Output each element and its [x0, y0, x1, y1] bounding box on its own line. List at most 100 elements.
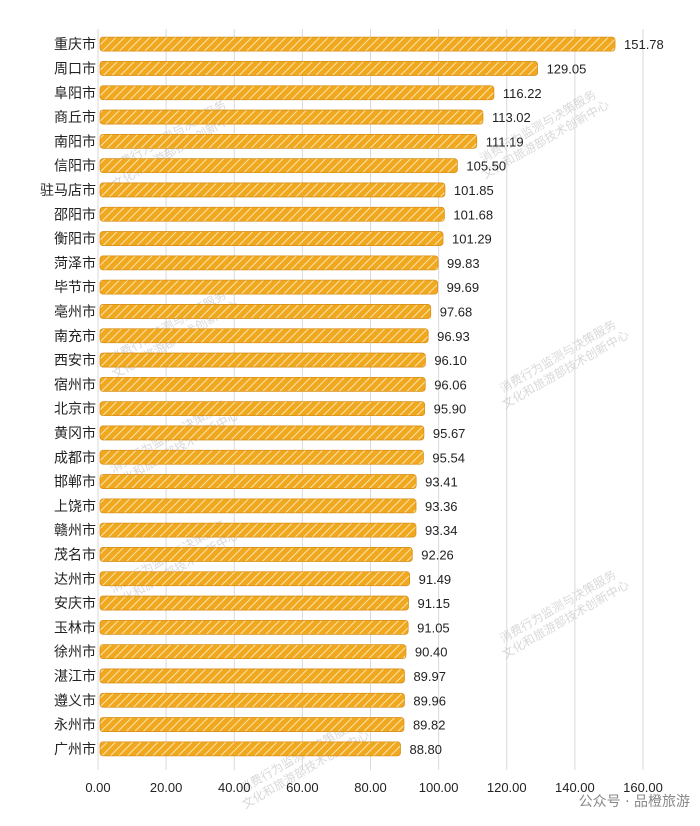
category-label: 徐州市: [54, 644, 96, 661]
category-label: 宿州市: [54, 376, 96, 393]
value-label: 93.36: [425, 499, 458, 514]
bar: [99, 595, 409, 611]
bar: [99, 61, 538, 76]
x-tick-label: 0.00: [85, 780, 110, 795]
bar: [99, 231, 444, 246]
x-tick-label: 20.00: [150, 780, 183, 795]
watermark-text: 文化和旅游部技术创新中心: [239, 727, 371, 812]
bar: [99, 328, 429, 344]
value-label: 90.40: [415, 645, 448, 660]
bar: [99, 717, 405, 732]
value-label: 96.06: [434, 377, 467, 392]
category-label: 衡阳市: [54, 231, 96, 248]
bars: [99, 36, 616, 757]
category-label: 信阳市: [54, 158, 96, 175]
value-label: 151.78: [624, 37, 664, 52]
category-label: 达州市: [54, 571, 96, 588]
value-label: 97.68: [440, 304, 473, 319]
category-label: 周口市: [54, 60, 96, 77]
bar: [99, 36, 616, 52]
category-label: 商丘市: [54, 109, 96, 126]
value-label: 88.80: [409, 742, 442, 757]
x-tick-label: 140.00: [555, 780, 595, 795]
bar: [99, 692, 405, 708]
value-label: 99.83: [447, 256, 480, 271]
category-label: 南充市: [54, 328, 96, 345]
x-tick-label: 100.00: [419, 780, 459, 795]
corner-watermark: 公众号 · 品橙旅游: [579, 794, 690, 810]
category-label: 湛江市: [54, 668, 96, 685]
value-label: 96.10: [434, 353, 467, 368]
value-label: 96.93: [437, 329, 470, 344]
bar: [99, 109, 484, 125]
category-labels: 重庆市周口市阜阳市商丘市南阳市信阳市驻马店市邵阳市衡阳市菏泽市毕节市亳州市南充市…: [40, 36, 96, 758]
bar: [99, 279, 438, 295]
value-label: 93.41: [425, 475, 458, 490]
value-label: 91.49: [419, 572, 452, 587]
category-label: 上饶市: [54, 498, 96, 515]
x-tick-label: 120.00: [487, 780, 527, 795]
category-label: 邯郸市: [54, 474, 96, 491]
category-label: 永州市: [54, 717, 96, 734]
bar: [99, 498, 417, 514]
category-label: 茂名市: [54, 546, 96, 563]
bar: [99, 304, 432, 319]
corner-watermark-text: 公众号 · 品橙旅游: [579, 794, 690, 810]
bar: [99, 85, 495, 101]
value-label: 101.85: [454, 183, 494, 198]
category-label: 广州市: [54, 741, 96, 758]
bar: [99, 133, 478, 149]
value-label: 95.67: [433, 426, 466, 441]
x-tick-label: 160.00: [623, 780, 663, 795]
category-label: 南阳市: [54, 133, 96, 150]
category-label: 亳州市: [54, 303, 96, 320]
value-label: 91.05: [417, 620, 450, 635]
bar: [99, 644, 407, 660]
bar: [99, 182, 446, 198]
watermark-text: 文化和旅游部技术创新中心: [499, 577, 631, 662]
category-label: 西安市: [54, 352, 96, 369]
bar: [99, 401, 426, 417]
value-label: 93.34: [425, 523, 458, 538]
value-label: 91.15: [417, 596, 450, 611]
bar: [99, 619, 409, 635]
value-label: 99.69: [447, 280, 480, 295]
value-label: 105.50: [466, 159, 506, 174]
category-label: 黄冈市: [54, 425, 96, 442]
category-label: 玉林市: [54, 619, 96, 636]
x-tick-label: 60.00: [286, 780, 319, 795]
bar: [99, 571, 411, 587]
bar: [99, 206, 445, 222]
category-label: 安庆市: [54, 595, 96, 612]
bar: [99, 352, 426, 368]
category-label: 阜阳市: [54, 85, 96, 102]
bar: [99, 668, 405, 684]
bar: [99, 547, 413, 562]
value-labels: 151.78 129.05 116.22 113.02 111.19 105.50 101.…: [409, 37, 663, 757]
value-label: 111.19: [486, 134, 524, 149]
category-label: 菏泽市: [54, 255, 96, 272]
bar: [99, 449, 424, 465]
category-label: 邵阳市: [54, 206, 96, 223]
value-label: 89.96: [413, 693, 446, 708]
value-label: 89.97: [413, 669, 446, 684]
category-label: 重庆市: [54, 36, 96, 53]
bar: [99, 474, 417, 489]
x-tick-label: 80.00: [354, 780, 387, 795]
category-label: 毕节市: [54, 279, 96, 296]
value-label: 113.02: [492, 110, 531, 125]
value-label: 89.82: [413, 718, 446, 733]
value-label: 129.05: [547, 61, 587, 76]
value-label: 101.68: [453, 207, 493, 222]
bar: [99, 376, 426, 392]
x-axis-tick-labels: 0.00 20.00 40.00 60.00 80.00 100.00 120.00 140.…: [85, 780, 663, 795]
value-label: 95.54: [432, 450, 465, 465]
gridlines: [97, 29, 644, 770]
bar: [99, 522, 417, 538]
value-label: 92.26: [421, 547, 454, 562]
bar: [99, 425, 425, 441]
bar: [99, 741, 401, 757]
x-tick-label: 40.00: [218, 780, 251, 795]
